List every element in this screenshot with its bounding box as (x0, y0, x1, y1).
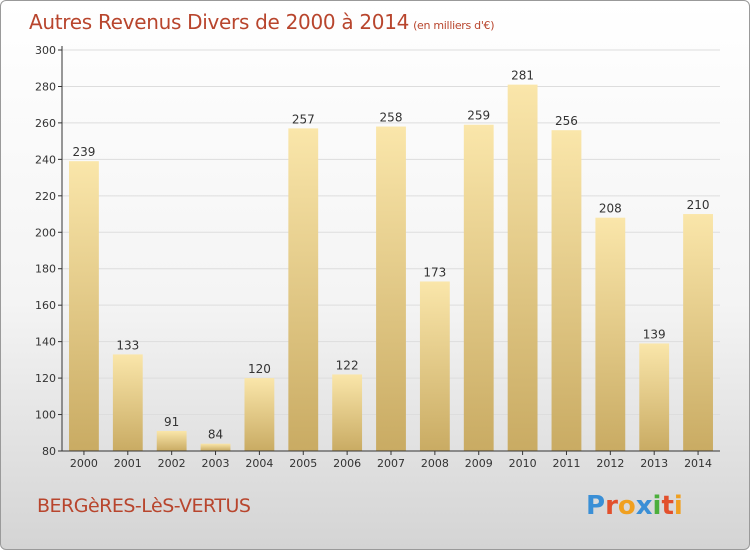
bar-value-label: 120 (248, 362, 271, 376)
x-tick-label: 2012 (596, 457, 624, 470)
bar-2013 (639, 343, 670, 451)
proxiti-logo: Proxiti (586, 491, 683, 521)
y-tick-label: 160 (35, 299, 56, 312)
y-tick-label: 140 (35, 336, 56, 349)
bar-2006 (332, 374, 363, 451)
x-tick-label: 2013 (640, 457, 668, 470)
y-tick-label: 280 (35, 80, 56, 93)
bar-2009 (463, 124, 494, 452)
bar-value-label: 208 (599, 202, 622, 216)
y-tick-label: 80 (42, 445, 56, 458)
logo-letter: i (652, 491, 662, 521)
x-tick-label: 2003 (202, 457, 230, 470)
x-tick-label: 2010 (509, 457, 537, 470)
x-tick-label: 2008 (421, 457, 449, 470)
bar-2000 (69, 161, 99, 451)
x-tick-label: 2006 (333, 457, 361, 470)
x-tick-label: 2007 (377, 457, 405, 470)
bar-value-label: 259 (467, 109, 490, 123)
bar-2003 (200, 443, 231, 451)
x-tick-label: 2011 (552, 457, 580, 470)
logo-letter: x (635, 491, 653, 521)
bar-value-label: 281 (511, 69, 534, 83)
x-tick-label: 2000 (70, 457, 98, 470)
logo-letter: i (673, 491, 683, 521)
bar-value-label: 256 (555, 114, 578, 128)
bar-2002 (156, 430, 187, 451)
bar-value-label: 258 (380, 111, 403, 125)
y-tick-label: 120 (35, 372, 56, 385)
logo-letter: P (586, 491, 606, 521)
x-tick-label: 2004 (245, 457, 273, 470)
x-tick-label: 2009 (465, 457, 493, 470)
bar-value-label: 122 (336, 358, 359, 372)
x-tick-label: 2014 (684, 457, 712, 470)
bar-value-label: 210 (687, 198, 710, 212)
y-tick-label: 240 (35, 153, 56, 166)
x-tick-label: 2002 (158, 457, 186, 470)
bar-2012 (595, 217, 626, 451)
logo-letter: o (617, 491, 636, 521)
bar-value-label: 239 (72, 145, 95, 159)
axes: 80 100 120 140 160 180 200 220 240 260 280 300 2000 2… (35, 44, 720, 470)
bar-value-label: 257 (292, 112, 315, 126)
y-tick-label: 220 (35, 190, 56, 203)
x-tick-label: 2005 (289, 457, 317, 470)
x-tick-label: 2001 (114, 457, 142, 470)
y-tick-label: 260 (35, 117, 56, 130)
logo-letter: t (661, 491, 674, 521)
bar-value-label: 133 (116, 338, 139, 352)
bar-2007 (376, 126, 406, 452)
town-name: BERGèRES-LèS-VERTUS (37, 495, 251, 517)
bar-2010 (507, 84, 538, 451)
y-tick-label: 100 (35, 409, 56, 422)
logo-letter: r (605, 491, 618, 521)
chart-title: Autres Revenus Divers de 2000 à 2014 (en … (29, 10, 495, 34)
bar-2008 (419, 281, 450, 451)
bars (69, 84, 713, 452)
chart-unit: (en milliers d'€) (413, 19, 495, 32)
bar-2005 (288, 128, 319, 452)
bar-value-label: 84 (208, 428, 223, 442)
y-tick-label: 300 (35, 44, 56, 57)
bar-2014 (683, 214, 713, 451)
bar-value-label: 91 (164, 415, 179, 429)
bar-value-label: 139 (643, 327, 666, 341)
bar-2011 (551, 130, 582, 451)
bar-value-label: 173 (423, 265, 446, 279)
chart-title-text: Autres Revenus Divers de 2000 à 2014 (29, 10, 410, 34)
y-tick-label: 200 (35, 226, 56, 239)
y-tick-label: 180 (35, 263, 56, 276)
bar-2004 (244, 378, 275, 451)
data-labels: 239 133 91 84 120 257 122 258 173 259 281 256 208 139… (72, 69, 709, 442)
bar-2001 (112, 354, 143, 451)
